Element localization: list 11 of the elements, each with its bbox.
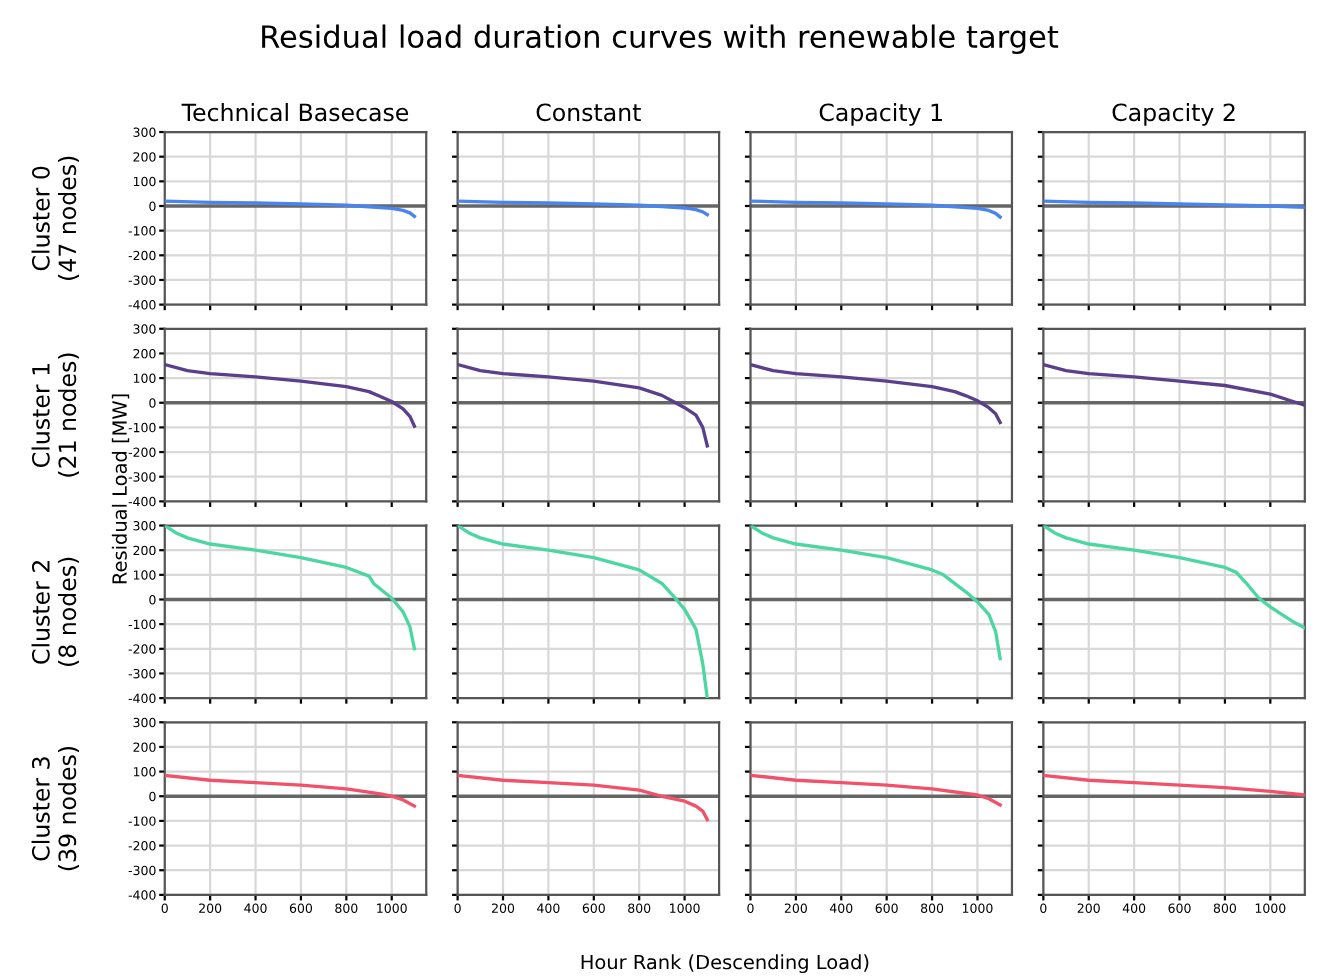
chart-title: Technical Basecase bbox=[181, 102, 409, 122]
chart-title: Capacity 2 bbox=[1112, 102, 1235, 126]
chart-title: Capacity 1 bbox=[819, 102, 942, 126]
y-axis-title: Cluster 0 (47 nodes) bbox=[31, 156, 80, 280]
chart-title: Constant bbox=[536, 103, 641, 122]
text: Hour Rank (Descending Load) bbox=[581, 954, 869, 974]
y-axis-title: Cluster 1 (21 nodes) bbox=[31, 353, 80, 477]
y-axis-title: Cluster 3 (39 nodes) bbox=[31, 747, 80, 871]
text: Residual Load [MW] bbox=[111, 394, 130, 584]
text: Residual load duration curves with renewable target bbox=[262, 24, 1059, 55]
y-axis-title: Cluster 2 (8 nodes) bbox=[31, 557, 80, 666]
